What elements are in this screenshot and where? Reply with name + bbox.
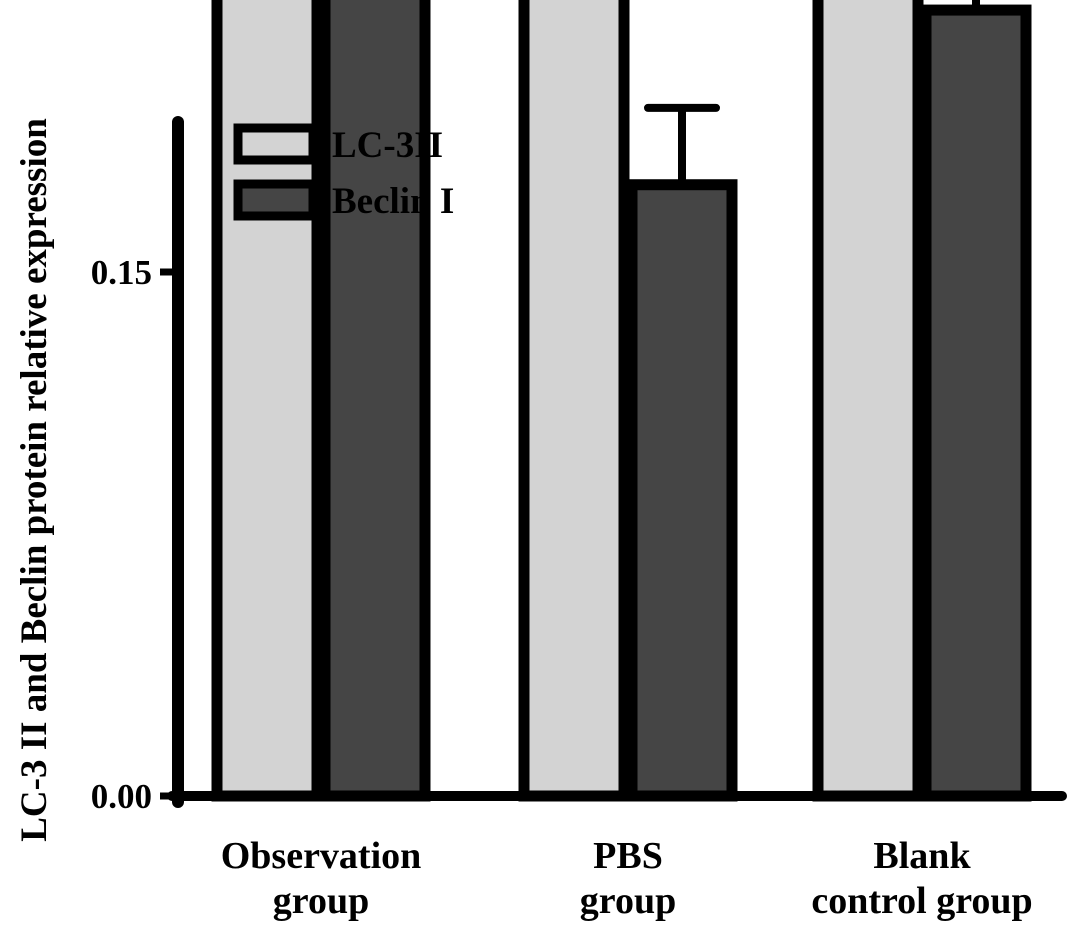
bar [319,0,431,802]
legend: LC-3II Beclin I [233,123,454,222]
bars [211,0,1032,802]
bar [518,0,630,802]
bar [626,179,738,802]
y-axis-label: LC-3 II and Beclin protein relative expr… [14,118,55,842]
x-tick-label: Blank [873,835,971,877]
legend-swatch [233,123,318,165]
legend-swatch [233,179,318,221]
bar [211,0,323,802]
x-tick-label: control group [811,880,1032,922]
bar [812,0,924,802]
x-tick-label: group [580,880,676,922]
x-tick-label: PBS [593,835,663,877]
x-tick-label: group [273,880,369,922]
bar [920,4,1032,802]
legend-label: LC-3II [332,125,443,166]
y-tick-label: 0.15 [91,253,152,292]
legend-label: Beclin I [332,181,454,222]
x-tick-label: Observation [221,835,422,877]
y-tick-label: 0.00 [91,777,152,816]
